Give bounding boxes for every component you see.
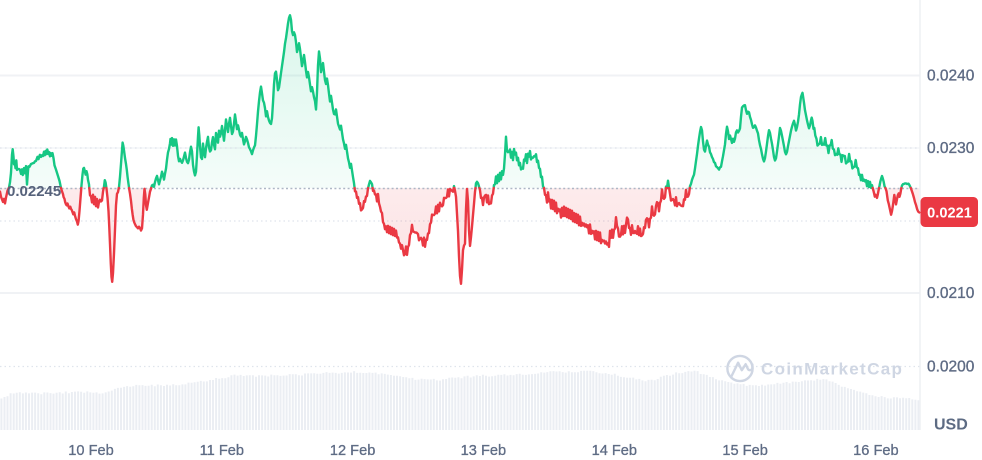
svg-text:0.0221: 0.0221 [927, 206, 972, 222]
svg-text:0.0230: 0.0230 [927, 140, 975, 157]
svg-text:14 Feb: 14 Feb [592, 443, 637, 459]
svg-text:USD: USD [934, 417, 968, 434]
svg-text:0.0240: 0.0240 [927, 68, 975, 85]
svg-text:0.0200: 0.0200 [927, 359, 975, 376]
svg-text:13 Feb: 13 Feb [461, 443, 506, 459]
svg-text:10 Feb: 10 Feb [68, 443, 113, 459]
svg-text:12 Feb: 12 Feb [330, 443, 375, 459]
svg-text:15 Feb: 15 Feb [722, 443, 767, 459]
svg-text:16 Feb: 16 Feb [853, 443, 898, 459]
svg-text:11 Feb: 11 Feb [200, 443, 244, 459]
svg-text:CoinMarketCap: CoinMarketCap [761, 360, 903, 379]
svg-text:0.0210: 0.0210 [927, 285, 975, 302]
svg-text:0.02245: 0.02245 [7, 183, 61, 200]
